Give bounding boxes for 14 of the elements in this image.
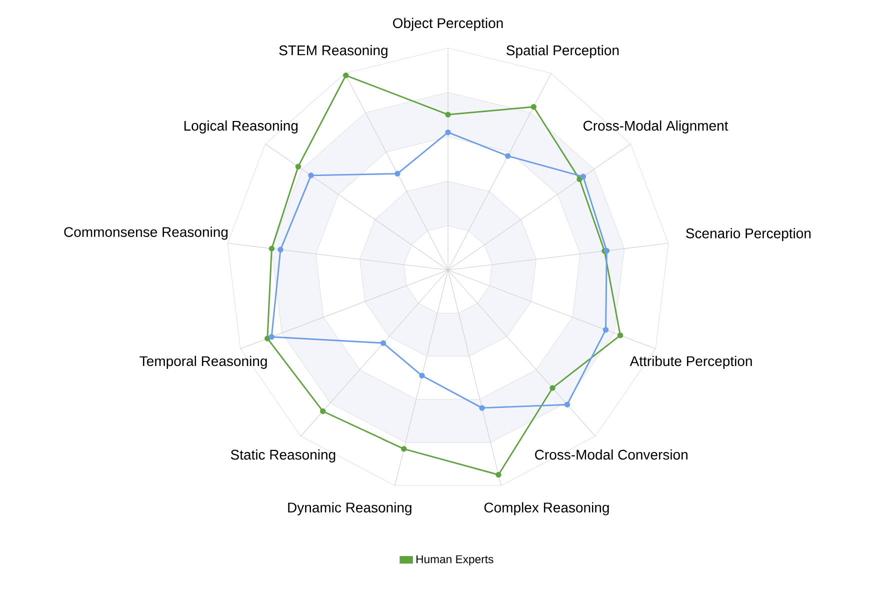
spoke-label: STEM Reasoning bbox=[279, 45, 388, 58]
spoke-label: Complex Reasoning bbox=[484, 502, 609, 516]
spoke-label: Cross-Modal Conversion bbox=[535, 449, 688, 460]
spoke-label: Cross-Modal Alignment bbox=[584, 120, 728, 134]
spoke-label: Object Perception bbox=[393, 18, 503, 31]
spoke-label: Scenario Perception bbox=[686, 228, 811, 242]
legend-label: Human Experts bbox=[416, 555, 494, 566]
spoke-label: Static Reasoning bbox=[230, 449, 336, 462]
spoke-label: Temporal Reasoning bbox=[140, 356, 267, 369]
spoke-label: Dynamic Reasoning bbox=[288, 502, 412, 516]
spoke-label: Logical Reasoning bbox=[184, 120, 298, 134]
spoke-label: Commonsense Reasoning bbox=[64, 226, 228, 240]
spoke-label: Spatial Perception bbox=[506, 45, 619, 58]
spoke-label: Attribute Perception bbox=[630, 356, 752, 369]
